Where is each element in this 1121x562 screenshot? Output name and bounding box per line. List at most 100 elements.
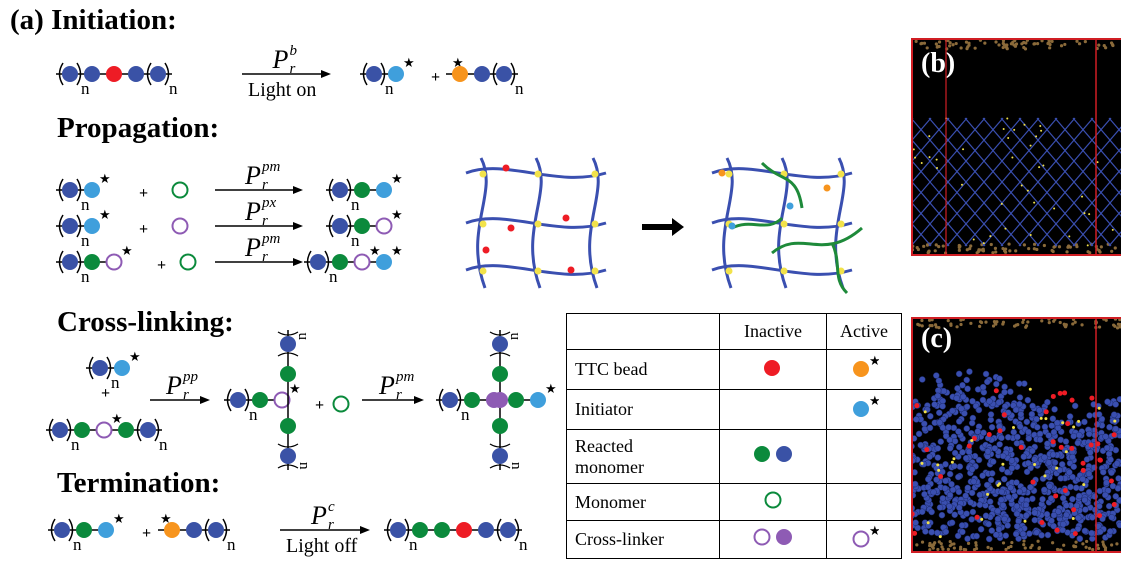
monomer-particle [1048, 517, 1055, 524]
wall-particle [959, 322, 963, 327]
node-particle [1023, 519, 1027, 523]
wall-particle [1014, 42, 1019, 46]
reacted-monomer-bead [508, 392, 524, 408]
wall-particle [1001, 246, 1005, 251]
monomer-particle [1041, 454, 1048, 461]
wall-particle [1101, 542, 1106, 547]
backbone-bead [500, 522, 516, 538]
wall-particle [934, 243, 938, 247]
row-label-initiator: Initiator [566, 389, 720, 430]
arrow-head [414, 396, 424, 404]
growing-chain [771, 226, 863, 255]
close-paren [66, 418, 72, 442]
crosslinker-active-cell: ★ [826, 520, 902, 559]
open-paren [489, 443, 511, 448]
wall-particle [1115, 542, 1119, 546]
lattice-node [928, 156, 931, 159]
monomer-particle [1081, 527, 1089, 535]
wall-particle [1021, 320, 1025, 324]
ttc-particle [938, 473, 944, 479]
lattice-node [1000, 202, 1003, 205]
open-paren [489, 352, 511, 357]
ttc-site [502, 164, 510, 172]
crosslinker-inactive-cell [719, 520, 827, 559]
wall-particle [914, 39, 918, 43]
probability-subscript: r [328, 517, 334, 533]
reacted-monomer-bead [354, 182, 370, 198]
wall-particle [1104, 318, 1108, 322]
lattice-node [1111, 228, 1114, 231]
lattice-node [1026, 189, 1029, 192]
monomer-particle [979, 383, 987, 391]
monomer-particle [1093, 421, 1101, 428]
open-paren [58, 214, 64, 238]
monomer-particle [946, 503, 953, 510]
monomer-particle [1105, 502, 1113, 510]
wall-particle [948, 41, 952, 45]
ttc-site [562, 214, 570, 222]
monomer-particle [1001, 515, 1008, 523]
arrow-condition-label: Light off [286, 535, 358, 557]
monomer-particle [930, 488, 937, 496]
monomer-particle [1001, 383, 1008, 391]
monomer-particle [1102, 491, 1109, 499]
wall-particle [976, 249, 980, 254]
crosslinker-bead [171, 217, 189, 235]
monomer-particle [928, 528, 935, 536]
monomer-particle [911, 480, 919, 488]
wall-particle [1005, 43, 1009, 47]
reacted-monomer-bead [118, 422, 134, 438]
monomer-particle [942, 461, 949, 468]
network-strand [465, 217, 607, 229]
wall-particle [1051, 541, 1055, 545]
monomer-particle [1031, 509, 1038, 516]
monomer-particle [1025, 459, 1032, 467]
monomer-particle [1058, 461, 1066, 468]
node-particle [1097, 406, 1101, 410]
active-star: ★ [289, 381, 301, 396]
monomer-particle [1116, 521, 1121, 529]
ttc-particle [966, 443, 972, 449]
monomer-particle [983, 481, 991, 489]
monomer-particle [1024, 396, 1032, 404]
node-particle [1033, 462, 1037, 466]
network-strand [711, 167, 853, 179]
repeat-n-label: n [515, 79, 524, 98]
monomer-particle [1000, 475, 1008, 483]
monomer-particle [976, 491, 984, 499]
lattice-node [914, 156, 917, 159]
monomer-particle [1085, 470, 1093, 477]
probability-symbol: P [244, 197, 261, 226]
wall-particle [1059, 44, 1064, 48]
reacted-monomer-bead [412, 522, 428, 538]
wall-particle [959, 545, 963, 549]
monomer-bead [179, 253, 197, 271]
wall-particle [1004, 247, 1008, 251]
repeat-n-label: n [409, 535, 418, 554]
monomer-particle [1051, 406, 1058, 413]
ttc-particle [1018, 444, 1024, 450]
monomer-particle [1028, 410, 1036, 418]
lattice-node [1040, 129, 1043, 132]
row-label-crosslinker: Cross-linker [566, 520, 720, 559]
monomer-particle [1059, 494, 1067, 502]
wall-particle [928, 324, 932, 328]
monomer-particle [1007, 388, 1014, 395]
ttc-active-site [823, 184, 831, 192]
wall-particle [984, 320, 988, 324]
wall-particle [948, 540, 952, 544]
lattice-strand [1018, 126, 1121, 247]
monomer-particle [921, 425, 929, 433]
row-label-reacted-monomer: Reacted monomer [566, 429, 720, 484]
monomer-particle [988, 527, 996, 534]
monomer-particle [1010, 428, 1017, 436]
plus-sign: + [157, 257, 166, 274]
monomer-particle [1036, 407, 1043, 414]
wall-particle [1102, 43, 1106, 48]
monomer-particle [988, 424, 996, 431]
open-paren [306, 250, 312, 274]
active-star: ★ [391, 171, 403, 186]
ttc-particle [1057, 390, 1063, 396]
monomer-particle [1107, 456, 1114, 463]
probability-superscript: px [261, 195, 277, 211]
